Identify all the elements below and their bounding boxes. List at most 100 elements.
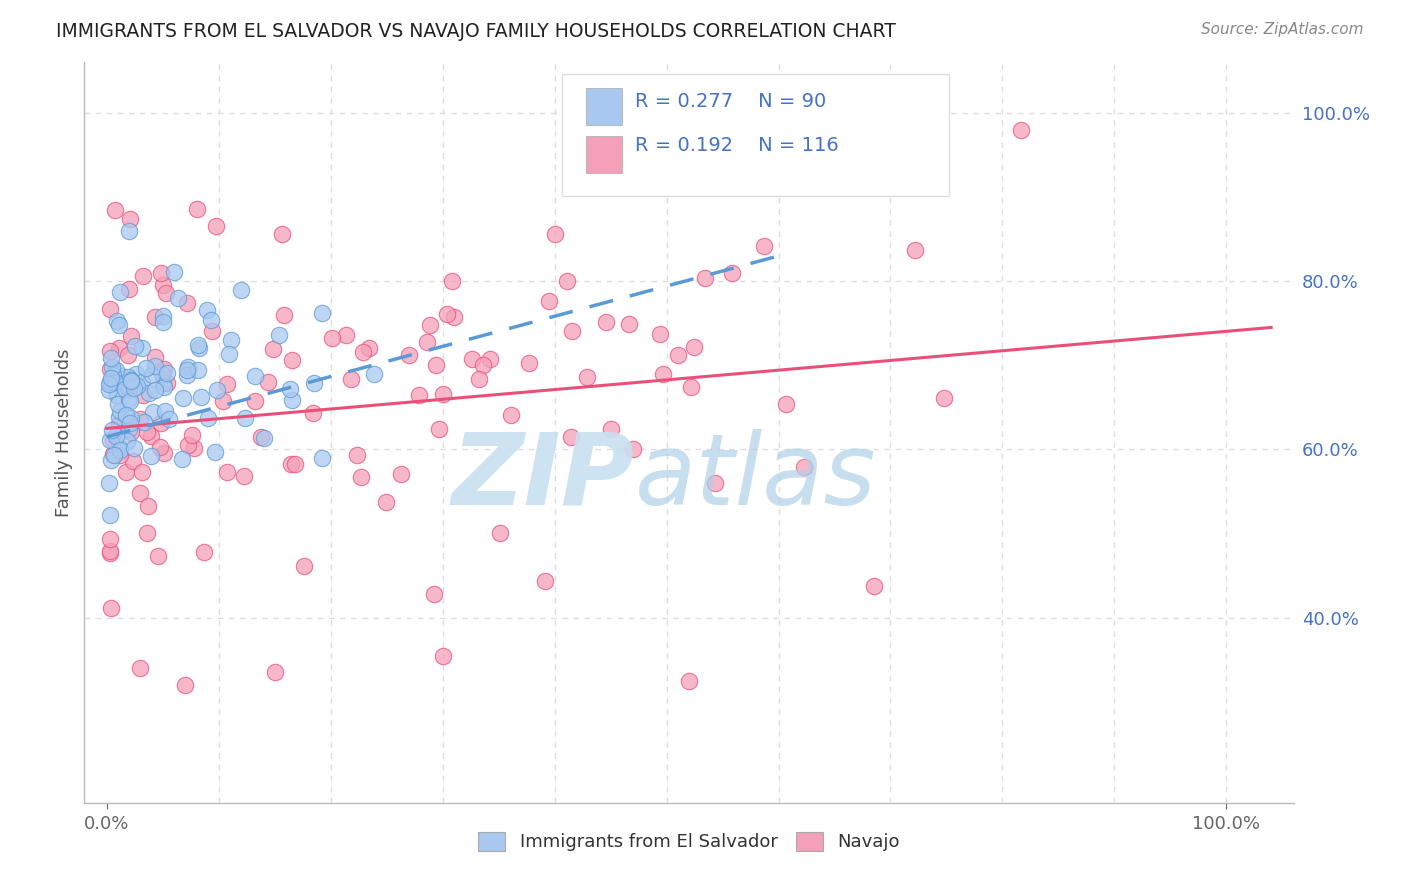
Point: [129, 661, 152, 675]
Point: [136, 425, 159, 440]
Point: [153, 446, 176, 460]
Point: [235, 411, 257, 425]
Point: [117, 349, 139, 363]
Point: [187, 341, 209, 355]
Point: [752, 238, 775, 252]
Point: [100, 301, 122, 316]
Point: [534, 574, 557, 588]
Point: [695, 271, 717, 285]
Point: [100, 371, 122, 385]
Point: [269, 327, 291, 342]
Point: [131, 375, 153, 389]
Point: [103, 433, 125, 447]
Point: [262, 342, 284, 356]
Point: [172, 392, 194, 406]
Point: [108, 417, 131, 431]
Point: [200, 313, 222, 327]
Point: [443, 310, 465, 324]
Point: [280, 457, 302, 471]
Point: [98, 543, 121, 558]
Point: [157, 412, 180, 426]
Point: [101, 368, 124, 383]
Point: [195, 302, 218, 317]
Point: [340, 372, 363, 386]
Point: [115, 434, 138, 449]
Point: [217, 376, 239, 391]
Text: IMMIGRANTS FROM EL SALVADOR VS NAVAJO FAMILY HOUSEHOLDS CORRELATION CHART: IMMIGRANTS FROM EL SALVADOR VS NAVAJO FA…: [56, 22, 896, 41]
Point: [100, 351, 122, 365]
Point: [440, 274, 463, 288]
Point: [152, 376, 174, 390]
Point: [389, 467, 412, 481]
Point: [143, 310, 166, 325]
Point: [131, 341, 153, 355]
Point: [105, 363, 128, 377]
Point: [176, 363, 198, 377]
Point: [121, 373, 143, 387]
Point: [250, 430, 273, 444]
Text: atlas: atlas: [634, 428, 876, 525]
Point: [153, 380, 176, 394]
Point: [135, 360, 157, 375]
Point: [721, 266, 744, 280]
Point: [932, 391, 955, 405]
Point: [253, 431, 276, 445]
Point: [107, 397, 129, 411]
Point: [681, 380, 703, 394]
Point: [352, 345, 374, 359]
Point: [349, 470, 371, 484]
Text: ZIP: ZIP: [451, 428, 634, 525]
FancyBboxPatch shape: [586, 136, 623, 173]
Point: [120, 374, 142, 388]
Point: [141, 450, 163, 464]
Point: [117, 380, 139, 394]
Point: [172, 451, 194, 466]
Point: [304, 376, 326, 390]
Point: [190, 390, 212, 404]
Point: [124, 367, 146, 381]
Point: [174, 678, 197, 692]
Point: [212, 394, 235, 409]
Point: [110, 369, 132, 384]
Point: [105, 429, 128, 443]
Point: [128, 486, 150, 500]
Point: [139, 429, 162, 443]
Point: [146, 549, 169, 563]
Point: [775, 397, 797, 411]
Point: [461, 351, 484, 366]
Point: [793, 460, 815, 475]
Point: [118, 393, 141, 408]
Point: [143, 359, 166, 374]
Point: [205, 383, 228, 397]
Point: [423, 587, 446, 601]
Point: [703, 476, 725, 491]
Point: [132, 388, 155, 402]
Point: [311, 450, 333, 465]
Point: [408, 387, 430, 401]
Point: [363, 367, 385, 381]
Point: [263, 665, 285, 680]
Text: R = 0.192    N = 116: R = 0.192 N = 116: [634, 136, 838, 155]
Point: [678, 673, 700, 688]
Point: [101, 448, 124, 462]
Point: [544, 227, 567, 242]
Point: [273, 308, 295, 322]
Point: [98, 546, 121, 560]
Point: [218, 347, 240, 361]
Point: [166, 291, 188, 305]
Point: [108, 410, 131, 425]
Point: [301, 406, 323, 420]
Point: [575, 369, 598, 384]
Point: [650, 327, 672, 342]
Point: [98, 376, 121, 390]
Point: [149, 266, 172, 280]
Point: [100, 601, 122, 615]
Point: [98, 362, 121, 376]
Point: [499, 409, 522, 423]
Point: [122, 442, 145, 456]
Point: [108, 341, 131, 355]
Point: [156, 376, 179, 391]
Point: [555, 274, 578, 288]
Point: [432, 386, 454, 401]
Point: [595, 315, 617, 329]
